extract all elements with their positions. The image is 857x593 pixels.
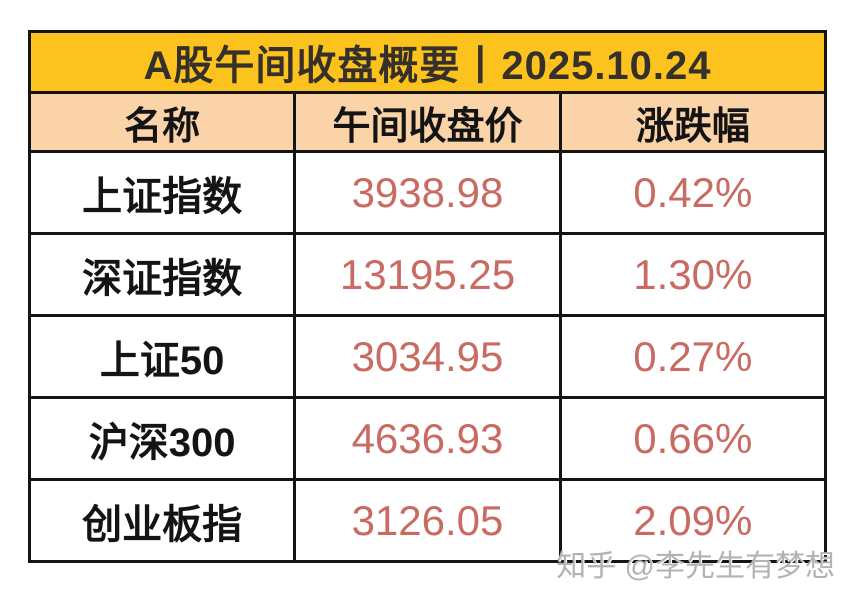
index-change: 0.66%	[633, 414, 753, 462]
index-price: 13195.25	[296, 235, 562, 314]
index-name: 上证指数	[31, 153, 297, 232]
table-row: 沪深300 4636.93 0.66%	[31, 399, 824, 481]
index-name: 上证50	[31, 317, 297, 396]
table-title: A股午间收盘概要丨2025.10.24	[31, 33, 824, 94]
zhihu-watermark: 知乎 @李先生有梦想	[556, 550, 835, 583]
table-row: 上证50 3034.95 0.27%	[31, 317, 824, 399]
table-row: 创业板指 3126.05 2.09%	[31, 481, 824, 560]
summary-table: A股午间收盘概要丨2025.10.24 名称 午间收盘价 涨跌幅 上证指数 39…	[28, 30, 827, 563]
index-name: 沪深300	[31, 399, 297, 478]
table-header-row: 名称 午间收盘价 涨跌幅	[31, 94, 824, 153]
index-name: 创业板指	[31, 481, 297, 560]
index-price: 3034.95	[296, 317, 562, 396]
column-header-price: 午间收盘价	[296, 94, 562, 150]
index-price: 4636.93	[296, 399, 562, 478]
index-change: 2.09%	[633, 496, 753, 544]
index-price: 3126.05	[296, 481, 562, 560]
table-row: 深证指数 13195.25 1.30%	[31, 235, 824, 317]
index-price: 3938.98	[296, 153, 562, 232]
index-change: 1.30%	[633, 250, 753, 298]
index-name: 深证指数	[31, 235, 297, 314]
table-row: 上证指数 3938.98 0.42%	[31, 153, 824, 235]
index-change: 0.42%	[633, 168, 753, 216]
column-header-name: 名称	[31, 94, 297, 150]
column-header-change: 涨跌幅	[635, 105, 750, 148]
index-change: 0.27%	[633, 332, 753, 380]
